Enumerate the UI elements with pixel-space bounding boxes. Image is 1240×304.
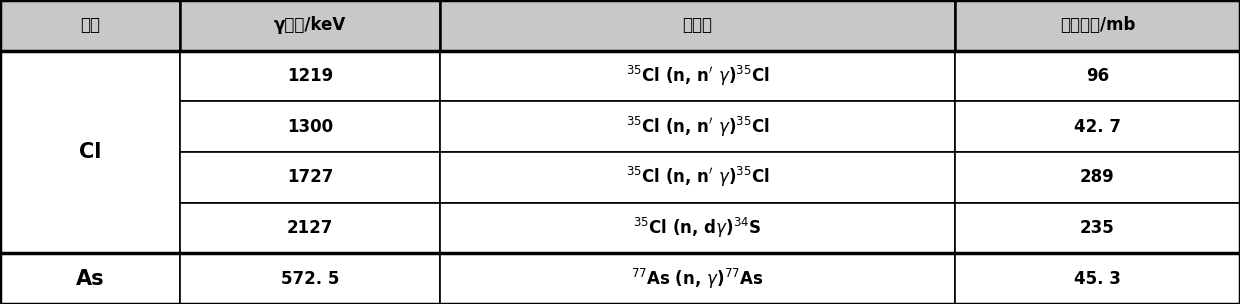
- Text: $^{77}$As (n, $\gamma$)$^{77}$As: $^{77}$As (n, $\gamma$)$^{77}$As: [631, 267, 764, 291]
- Bar: [440, 253, 955, 304]
- Bar: [440, 101, 955, 152]
- Bar: [440, 51, 955, 101]
- Bar: [180, 51, 440, 101]
- Bar: [955, 152, 1240, 203]
- Bar: [955, 203, 1240, 253]
- Bar: [440, 0, 955, 51]
- Bar: [0, 51, 180, 253]
- Bar: [955, 51, 1240, 101]
- Text: 1300: 1300: [286, 118, 334, 136]
- Bar: [180, 101, 440, 152]
- Bar: [180, 253, 440, 304]
- Text: 1727: 1727: [286, 168, 334, 186]
- Text: As: As: [76, 269, 104, 289]
- Bar: [955, 101, 1240, 152]
- Text: 反应截面/mb: 反应截面/mb: [1060, 16, 1135, 34]
- Text: Cl: Cl: [78, 142, 102, 162]
- Text: 元素: 元素: [79, 16, 100, 34]
- Bar: [0, 253, 180, 304]
- Text: $^{35}$Cl (n, n$'$ $\gamma$)$^{35}$Cl: $^{35}$Cl (n, n$'$ $\gamma$)$^{35}$Cl: [626, 64, 769, 88]
- Text: $^{35}$Cl (n, n$'$ $\gamma$)$^{35}$Cl: $^{35}$Cl (n, n$'$ $\gamma$)$^{35}$Cl: [626, 115, 769, 139]
- Text: 1219: 1219: [286, 67, 334, 85]
- Text: 96: 96: [1086, 67, 1109, 85]
- Text: $^{35}$Cl (n, d$\gamma$)$^{34}$S: $^{35}$Cl (n, d$\gamma$)$^{34}$S: [634, 216, 761, 240]
- Bar: [440, 203, 955, 253]
- Bar: [180, 152, 440, 203]
- Text: 42. 7: 42. 7: [1074, 118, 1121, 136]
- Bar: [955, 0, 1240, 51]
- Text: 反应式: 反应式: [682, 16, 713, 34]
- Text: 235: 235: [1080, 219, 1115, 237]
- Bar: [180, 203, 440, 253]
- Text: 2127: 2127: [286, 219, 334, 237]
- Bar: [180, 0, 440, 51]
- Bar: [955, 253, 1240, 304]
- Text: $^{35}$Cl (n, n$'$ $\gamma$)$^{35}$Cl: $^{35}$Cl (n, n$'$ $\gamma$)$^{35}$Cl: [626, 165, 769, 189]
- Text: 45. 3: 45. 3: [1074, 270, 1121, 288]
- Text: 572. 5: 572. 5: [280, 270, 340, 288]
- Bar: [0, 0, 180, 51]
- Text: γ能量/keV: γ能量/keV: [274, 16, 346, 34]
- Bar: [440, 152, 955, 203]
- Text: 289: 289: [1080, 168, 1115, 186]
